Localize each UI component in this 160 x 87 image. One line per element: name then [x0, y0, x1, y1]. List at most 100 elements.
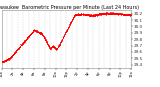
Point — [15, 49, 18, 51]
Point — [120, 13, 123, 15]
Point — [26, 37, 29, 38]
Point — [75, 13, 77, 15]
Point — [67, 26, 69, 28]
Point — [115, 12, 117, 14]
Point — [49, 47, 52, 48]
Point — [16, 49, 18, 51]
Point — [112, 13, 115, 15]
Point — [97, 13, 100, 15]
Point — [85, 14, 88, 15]
Point — [44, 40, 47, 41]
Point — [80, 13, 83, 15]
Point — [49, 48, 51, 49]
Point — [51, 46, 54, 47]
Point — [2, 61, 4, 62]
Point — [111, 13, 113, 14]
Point — [8, 57, 11, 59]
Point — [101, 12, 104, 14]
Point — [47, 44, 50, 46]
Point — [85, 14, 88, 16]
Point — [97, 13, 99, 15]
Point — [48, 47, 51, 48]
Point — [84, 14, 87, 15]
Point — [67, 25, 70, 27]
Point — [106, 13, 109, 14]
Point — [92, 14, 95, 16]
Point — [24, 40, 26, 41]
Point — [115, 13, 118, 14]
Point — [92, 15, 94, 16]
Point — [46, 42, 48, 43]
Point — [39, 32, 42, 33]
Point — [66, 29, 68, 30]
Point — [21, 41, 24, 43]
Point — [78, 14, 81, 15]
Point — [86, 14, 89, 15]
Point — [29, 33, 31, 35]
Point — [35, 30, 37, 32]
Point — [19, 46, 21, 48]
Point — [69, 22, 72, 23]
Point — [94, 14, 96, 15]
Point — [120, 13, 122, 15]
Point — [72, 18, 74, 19]
Point — [40, 34, 43, 35]
Point — [32, 30, 35, 31]
Point — [37, 31, 39, 33]
Point — [76, 13, 78, 15]
Point — [54, 47, 56, 49]
Point — [67, 26, 69, 27]
Point — [128, 14, 130, 15]
Point — [57, 46, 59, 47]
Point — [63, 34, 66, 35]
Point — [115, 13, 118, 14]
Point — [49, 47, 51, 49]
Point — [122, 15, 125, 16]
Point — [50, 47, 53, 48]
Point — [85, 14, 87, 16]
Point — [93, 14, 96, 15]
Point — [121, 13, 124, 14]
Point — [83, 13, 85, 15]
Point — [45, 41, 48, 42]
Point — [12, 54, 15, 55]
Point — [82, 13, 85, 15]
Point — [46, 43, 48, 44]
Point — [43, 36, 46, 38]
Point — [33, 30, 35, 31]
Point — [61, 38, 64, 40]
Point — [78, 14, 81, 15]
Point — [73, 15, 76, 16]
Point — [46, 43, 49, 44]
Point — [114, 13, 116, 14]
Point — [63, 34, 65, 36]
Point — [44, 39, 46, 40]
Point — [111, 13, 114, 15]
Point — [30, 32, 32, 34]
Point — [94, 14, 96, 15]
Point — [38, 32, 41, 33]
Point — [44, 39, 46, 40]
Point — [111, 12, 114, 13]
Point — [32, 30, 34, 31]
Point — [109, 12, 111, 14]
Point — [114, 13, 116, 14]
Point — [12, 54, 14, 55]
Point — [66, 28, 69, 29]
Point — [61, 37, 64, 38]
Point — [28, 34, 31, 35]
Point — [60, 39, 63, 40]
Point — [84, 15, 87, 16]
Point — [38, 31, 41, 32]
Point — [119, 13, 121, 15]
Point — [127, 15, 129, 16]
Point — [1, 61, 4, 62]
Point — [22, 41, 25, 43]
Point — [103, 13, 105, 14]
Point — [128, 13, 130, 15]
Point — [23, 41, 25, 42]
Point — [95, 14, 97, 16]
Point — [38, 31, 41, 32]
Point — [65, 31, 68, 32]
Point — [44, 39, 47, 41]
